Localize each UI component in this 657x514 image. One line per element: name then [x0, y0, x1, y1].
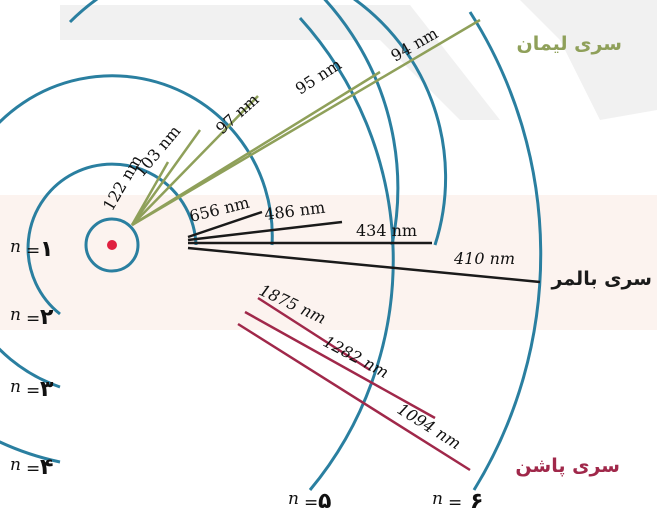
- level-n6-eq: =: [448, 493, 462, 513]
- level-label-n1: n = ۱: [10, 237, 53, 262]
- level-n5-digit: ۵: [318, 489, 331, 514]
- level-label-n4: n = ۴: [10, 455, 53, 480]
- level-n3-eq: =: [26, 381, 40, 401]
- balmer-line-656: [187, 210, 263, 239]
- level-label-n6: n = ۶: [432, 489, 483, 514]
- balmer-label-434: 434 nm: [356, 221, 417, 240]
- paschen-line-1282: [244, 310, 436, 420]
- balmer-label-410: 410 nm: [453, 249, 515, 268]
- balmer-line-410: [187, 246, 541, 284]
- lyman-line-94: [131, 18, 481, 227]
- orbit-top-arc: [68, 0, 448, 246]
- level-label-n2: n = ۲: [10, 305, 54, 330]
- lyman-line-97: [131, 95, 259, 226]
- paschen-line-1875: [257, 296, 371, 372]
- lyman-lines: [130, 18, 481, 227]
- paschen-line-1094: [237, 322, 471, 472]
- orbit-n3: [0, 74, 274, 389]
- lyman-label-95: 95 nm: [292, 55, 345, 99]
- level-n1-eq: =: [26, 241, 40, 261]
- level-n4-var: n: [10, 455, 21, 475]
- level-n5-var: n: [288, 489, 299, 509]
- level-n4-digit: ۴: [40, 455, 53, 480]
- level-n1-digit: ۱: [40, 237, 53, 262]
- orbits: [0, 0, 543, 491]
- lyman-label-97: 97 nm: [212, 90, 263, 138]
- lyman-line-103: [130, 129, 202, 226]
- orbit-n5: [298, 16, 395, 491]
- balmer-line-486: [187, 220, 343, 242]
- orbit-n6: [468, 11, 543, 491]
- paschen-series-title: سری پاشن: [515, 455, 620, 477]
- level-n1-var: n: [10, 237, 21, 257]
- level-n4-eq: =: [26, 459, 40, 479]
- lyman-series-title: سری لیمان: [516, 33, 622, 55]
- level-n2-eq: =: [26, 309, 40, 329]
- balmer-lines: [187, 210, 541, 284]
- level-n3-digit: ۳: [40, 377, 54, 402]
- orbit-n1: [84, 217, 140, 273]
- level-n2-digit: ۲: [40, 305, 54, 330]
- level-n5-eq: =: [304, 493, 318, 513]
- level-label-n3: n = ۳: [10, 377, 54, 402]
- level-n3-var: n: [10, 377, 21, 397]
- lyman-label-103: 103 nm: [131, 122, 185, 181]
- balmer-series-title: سری بالمر: [551, 268, 653, 290]
- orbit-n4: [0, 0, 400, 464]
- level-n2-var: n: [10, 305, 21, 325]
- level-n6-digit: ۶: [470, 489, 483, 514]
- level-label-n5: n = ۵: [288, 489, 331, 514]
- nucleus: [107, 240, 117, 250]
- level-n6-var: n: [432, 489, 443, 509]
- paschen-lines: [237, 296, 471, 472]
